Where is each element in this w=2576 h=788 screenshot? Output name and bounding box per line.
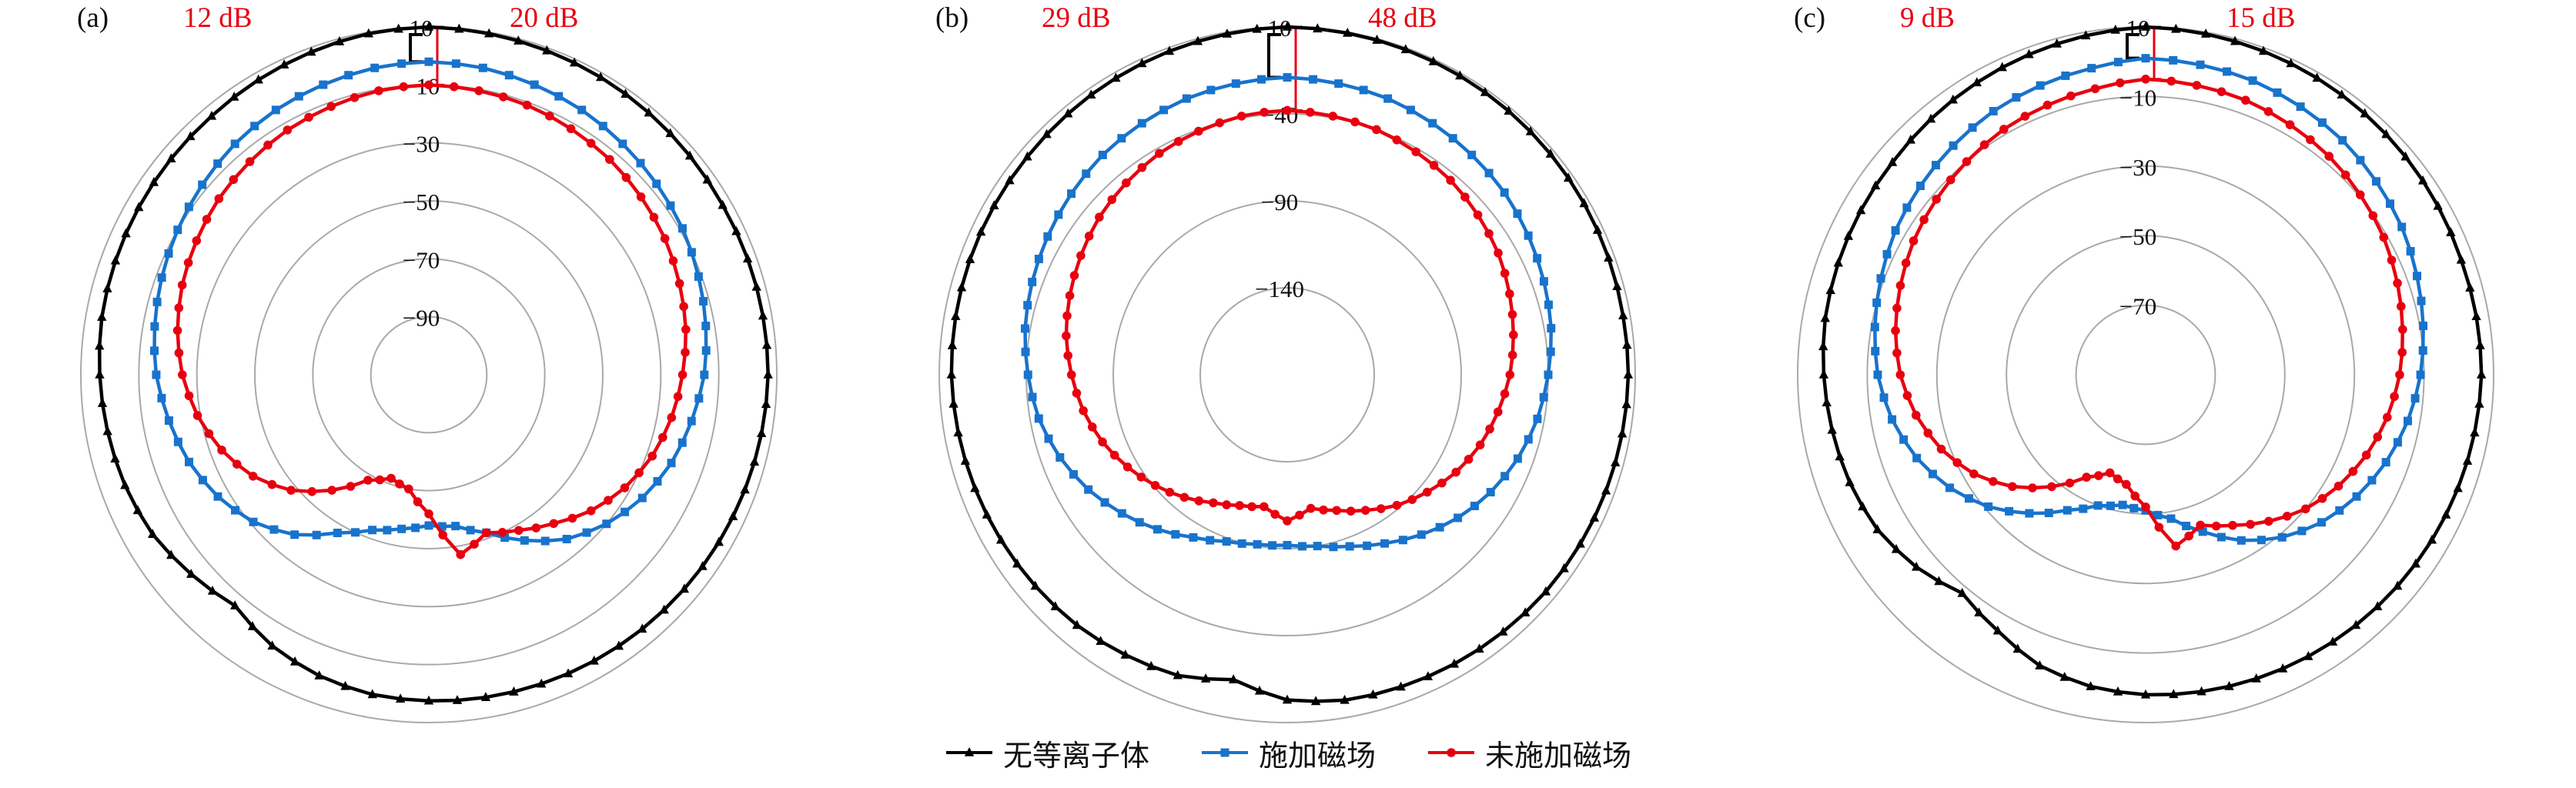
legend-label: 未施加磁场 <box>1485 740 1632 773</box>
attenuation-label-left: 12 dB <box>183 2 253 34</box>
legend-item: 施加磁场 <box>1200 732 1376 774</box>
svg-text:−50: −50 <box>2119 223 2156 250</box>
legend: 无等离子体 施加磁场 未施加磁场 <box>0 728 2576 777</box>
panel-letter: (a) <box>77 2 109 34</box>
svg-text:−10: −10 <box>2119 84 2156 111</box>
legend-label: 施加磁场 <box>1258 740 1376 773</box>
legend-item: 无等离子体 <box>945 732 1149 774</box>
svg-text:−70: −70 <box>2119 293 2156 320</box>
legend-marker-square-icon <box>1201 748 1248 757</box>
panel-b: (b) 29 dB 48 dB 10 −40 −90 −140 <box>858 0 1717 733</box>
legend-marker-circle-icon <box>1428 748 1474 757</box>
svg-text:−90: −90 <box>403 305 440 332</box>
attenuation-label-right: 48 dB <box>1368 2 1437 34</box>
panel-letter: (c) <box>1794 2 1826 34</box>
attenuation-label-right: 20 dB <box>510 2 579 34</box>
svg-text:−30: −30 <box>403 131 440 158</box>
legend-marker-triangle-icon <box>945 747 992 756</box>
svg-text:−50: −50 <box>403 189 440 215</box>
legend-item: 未施加磁场 <box>1427 732 1631 774</box>
panel-a: (a) 12 dB 20 dB 10 −10 −30 −50 −70 −90 <box>0 0 858 733</box>
attenuation-label-left: 9 dB <box>1900 2 1955 34</box>
svg-text:−90: −90 <box>1261 189 1298 215</box>
attenuation-label-right: 15 dB <box>2226 2 2296 34</box>
panel-c: (c) 9 dB 15 dB 10 −10 −30 −50 −70 <box>1717 0 2575 733</box>
legend-label: 无等离子体 <box>1002 740 1149 773</box>
polar-plot-b: 10−40−90−140 <box>938 15 1636 723</box>
panel-letter: (b) <box>935 2 969 34</box>
svg-text:−70: −70 <box>403 246 440 273</box>
attenuation-label-left: 29 dB <box>1042 2 1111 34</box>
panels-row: (a) 12 dB 20 dB 10 −10 −30 −50 −70 −90 (b) 29… <box>0 0 2575 733</box>
polar-plot-a: 10−10−30−50−70−90 <box>80 15 778 723</box>
polar-plot-c: 10−10−30−50−70 <box>1797 15 2494 723</box>
svg-text:−140: −140 <box>1255 275 1304 302</box>
svg-text:−30: −30 <box>2119 154 2156 181</box>
